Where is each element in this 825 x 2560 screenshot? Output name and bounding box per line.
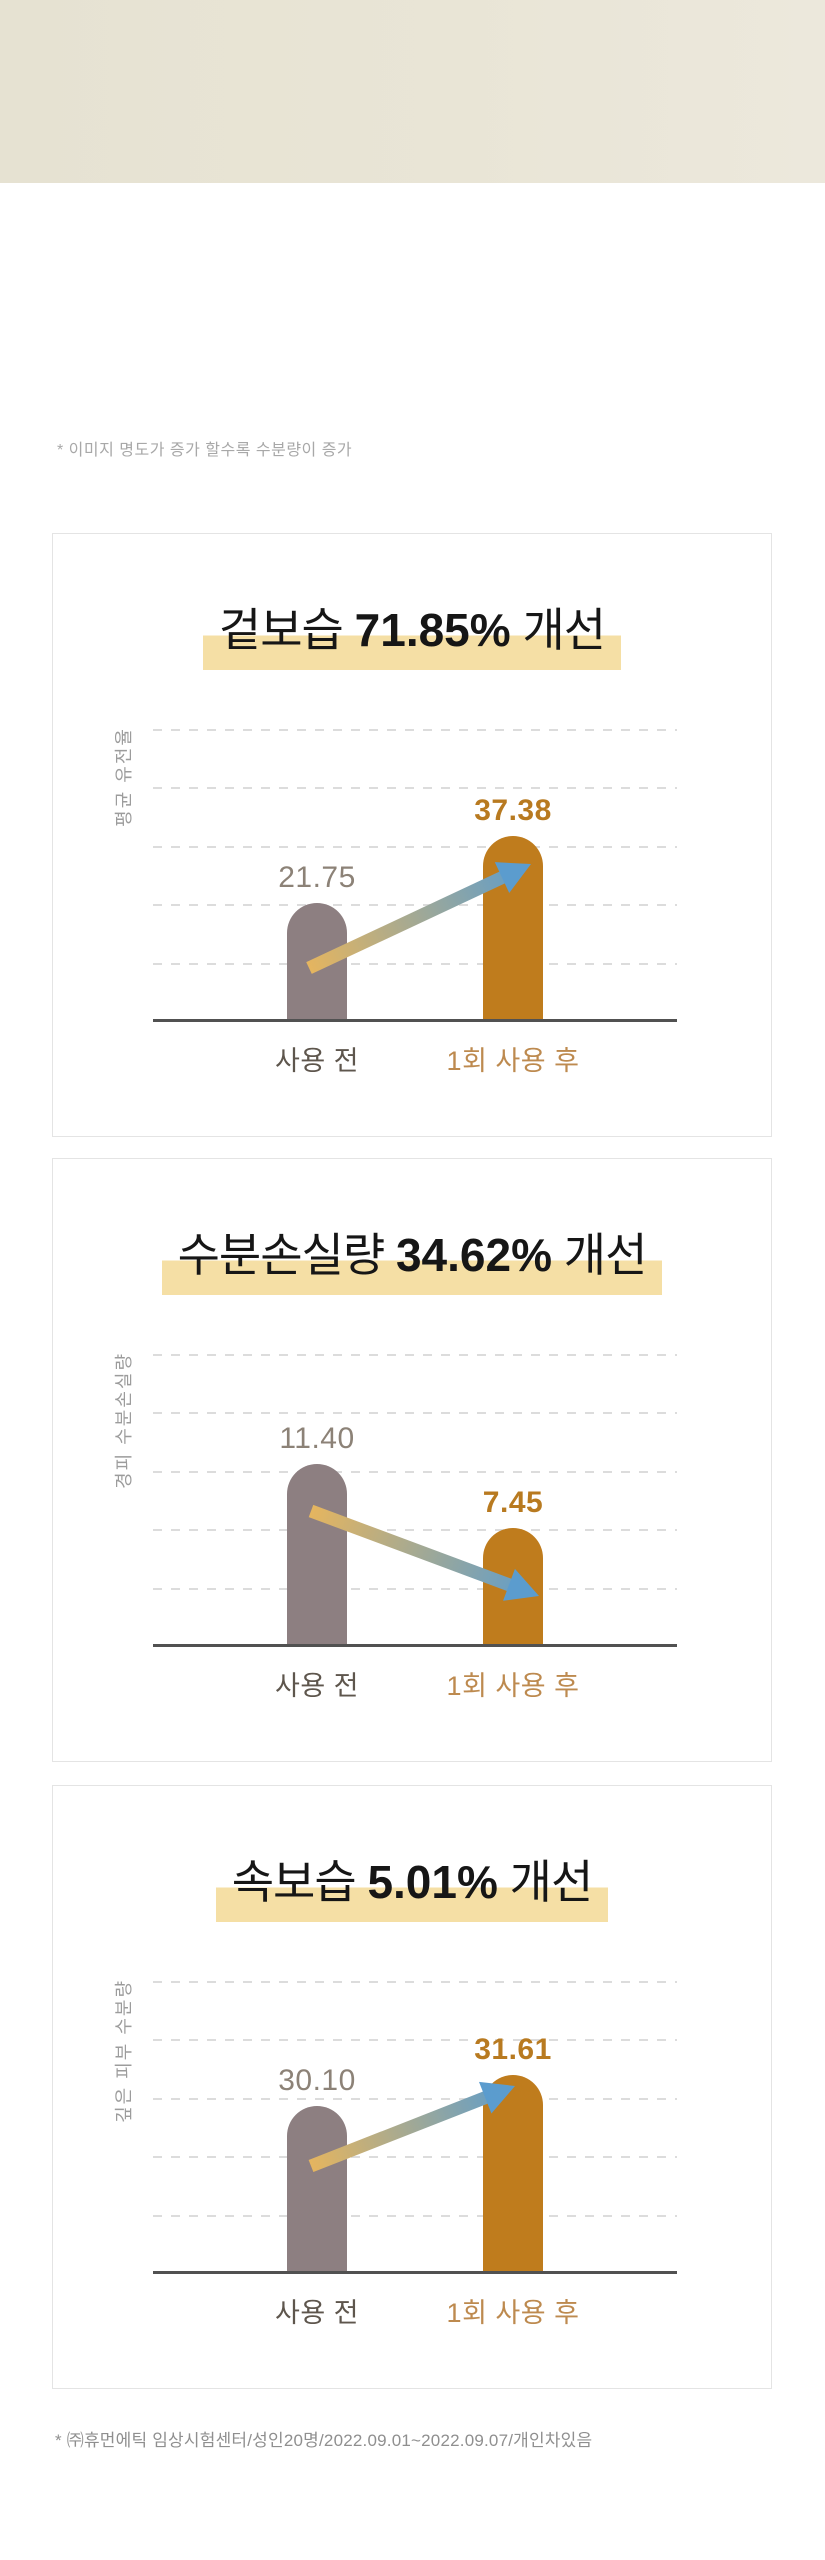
bar-chart-plot: 깊은 피부 수분량 30.10 사용 전 31.61 1회 사용 후 [53, 1786, 771, 2388]
title-metric-text: 수분손실량 [177, 1229, 396, 1281]
bar-chart-plot: 경피 수분손실량 11.40 사용 전 7.45 1회 사용 후 [53, 1159, 771, 1761]
dashed-gridline [153, 2098, 677, 2100]
dashed-gridline [153, 1471, 677, 1473]
dashed-gridline [153, 963, 677, 965]
trend-arrow [308, 1504, 539, 1601]
title-improve-text: 개선 [497, 1856, 594, 1908]
x-category-label-after: 1회 사용 후 [446, 1671, 580, 1701]
value-label-after: 37.38 [474, 794, 552, 827]
x-category-label-before: 사용 전 [274, 2298, 360, 2328]
value-label-after: 7.45 [482, 1486, 544, 1519]
x-axis-line [153, 1019, 677, 1022]
dashed-gridline [153, 846, 677, 848]
bar-before-use [287, 2106, 347, 2273]
clinical-test-footnote: * ㈜휴먼에틱 임상시험센터/성인20명/2022.09.01~2022.09.… [55, 2431, 593, 2450]
x-category-label-after: 1회 사용 후 [446, 2298, 580, 2328]
dashed-gridline [153, 1588, 677, 1590]
title-percent-value: 34.62% [395, 1229, 552, 1281]
title-improve-text: 개선 [510, 604, 606, 656]
card-title-highlighted: 겉보습 71.85% 개선 [202, 604, 622, 670]
dashed-gridline [153, 2215, 677, 2217]
dashed-gridline [153, 904, 677, 906]
dashed-gridline [153, 1354, 677, 1356]
card-title-row: 속보습 5.01% 개선 [53, 1856, 771, 1922]
result-card-1: 겉보습 71.85% 개선 평균 유전율 21.75 사용 전 37.38 1회 사용… [52, 533, 772, 1137]
x-category-label-before: 사용 전 [274, 1046, 360, 1076]
bar-before-use [287, 1464, 347, 1646]
dashed-gridline [153, 1529, 677, 1531]
value-label-before: 30.10 [278, 2064, 356, 2097]
top-beige-band [0, 0, 825, 183]
result-card-2: 수분손실량 34.62% 개선 경피 수분손실량 11.40 사용 전 7.45 1회… [52, 1158, 772, 1762]
title-percent-value: 71.85% [354, 604, 511, 656]
x-category-label-after: 1회 사용 후 [446, 1046, 580, 1076]
trend-arrow [308, 2081, 515, 2173]
dashed-gridline [153, 729, 677, 731]
dashed-gridline [153, 2156, 677, 2158]
value-label-before: 21.75 [278, 861, 356, 894]
image-brightness-note: * 이미지 명도가 증가 할수록 수분량이 증가 [57, 442, 353, 459]
trend-arrow [306, 862, 531, 974]
title-improve-text: 개선 [551, 1229, 648, 1281]
card-title-row: 겉보습 71.85% 개선 [53, 604, 771, 670]
title-metric-text: 속보습 [231, 1856, 368, 1908]
card-title-highlighted: 수분손실량 34.62% 개선 [161, 1229, 663, 1295]
card-title-highlighted: 속보습 5.01% 개선 [215, 1856, 609, 1922]
result-card-3: 속보습 5.01% 개선 깊은 피부 수분량 30.10 사용 전 31.61 1회 … [52, 1785, 772, 2389]
dashed-gridline [153, 787, 677, 789]
x-axis-line [153, 1644, 677, 1647]
title-percent-value: 5.01% [367, 1856, 498, 1908]
value-label-before: 11.40 [279, 1422, 355, 1455]
value-label-after: 31.61 [474, 2033, 552, 2066]
dashed-gridline [153, 2039, 677, 2041]
title-metric-text: 겉보습 [218, 604, 355, 656]
card-title-row: 수분손실량 34.62% 개선 [53, 1229, 771, 1295]
x-category-label-before: 사용 전 [274, 1671, 360, 1701]
bar-chart-plot: 평균 유전율 21.75 사용 전 37.38 1회 사용 후 [53, 534, 771, 1136]
dashed-gridline [153, 1981, 677, 1983]
dashed-gridline [153, 1412, 677, 1414]
x-axis-line [153, 2271, 677, 2274]
